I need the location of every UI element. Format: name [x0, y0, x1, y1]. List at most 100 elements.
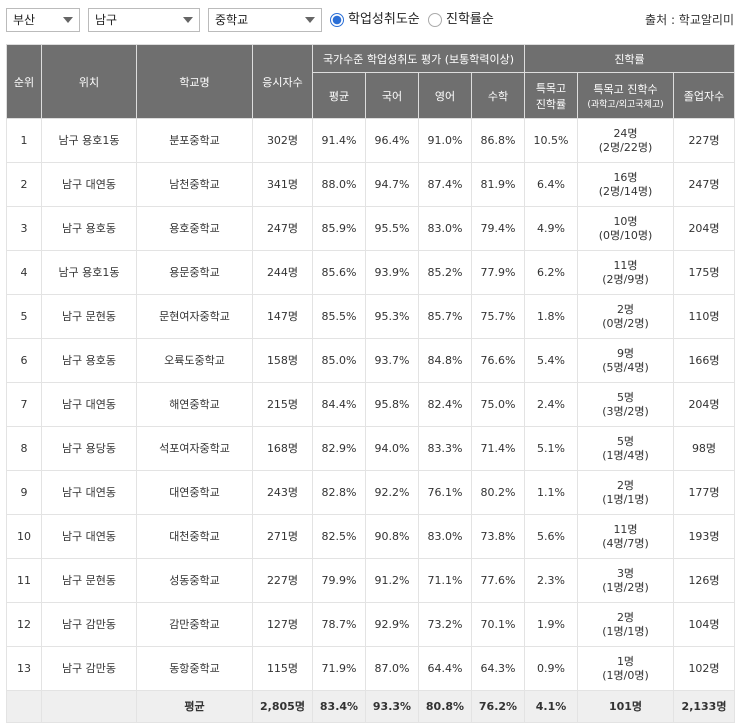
cell-math: 77.9% [471, 250, 525, 295]
region-select-value: 부산 [13, 13, 36, 27]
cell-special-rate: 0.9% [524, 646, 578, 691]
header-math: 수학 [471, 72, 525, 119]
cell-english: 64.4% [418, 646, 472, 691]
cell-korean: 90.8% [365, 514, 419, 559]
cell-graduates: 126명 [672, 558, 736, 603]
special-count-detail: (2명/9명) [602, 272, 649, 286]
cell-math: 70.1% [471, 602, 525, 647]
radio-checked-icon [330, 13, 344, 27]
cell-avg: 82.5% [312, 514, 366, 559]
cell-special-count: 16명 (2명/14명) [577, 162, 674, 207]
cell-rank: 11 [6, 558, 42, 603]
cell-graduates: 204명 [672, 382, 736, 427]
cell-english: 83.3% [418, 426, 472, 471]
avg-special-count: 101명 [577, 690, 674, 723]
header-special-rate: 특목고 진학률 [524, 72, 578, 119]
sort-achievement-label: 학업성취도순 [348, 12, 420, 27]
cell-examinees: 168명 [252, 426, 313, 471]
cell-special-rate: 2.3% [524, 558, 578, 603]
district-select[interactable]: 남구 [88, 8, 200, 32]
cell-rank: 8 [6, 426, 42, 471]
special-count-total: 24명 [613, 126, 638, 140]
special-count-detail: (5명/4명) [602, 360, 649, 374]
avg-math: 76.2% [471, 690, 525, 723]
cell-korean: 94.0% [365, 426, 419, 471]
cell-school: 석포여자중학교 [136, 426, 253, 471]
cell-avg: 85.5% [312, 294, 366, 339]
region-select[interactable]: 부산 [6, 8, 80, 32]
cell-special-count: 24명 (2명/22명) [577, 118, 674, 163]
table-row: 8 남구 용당동 석포여자중학교 168명 82.9% 94.0% 83.3% 71.4% 5.… [6, 426, 736, 471]
cell-location: 남구 문현동 [41, 558, 137, 603]
cell-school: 분포중학교 [136, 118, 253, 163]
cell-english: 83.0% [418, 514, 472, 559]
cell-special-count: 5명 (3명/2명) [577, 382, 674, 427]
header-school: 학교명 [136, 44, 253, 119]
cell-graduates: 98명 [672, 426, 736, 471]
avg-korean: 93.3% [365, 690, 419, 723]
cell-special-count: 2명 (0명/2명) [577, 294, 674, 339]
cell-graduates: 247명 [672, 162, 736, 207]
filter-bar: 부산 남구 중학교 학업성취도순 진학률순 출처 : 학교알리미 [6, 8, 734, 32]
table-row: 5 남구 문현동 문현여자중학교 147명 85.5% 95.3% 85.7% 75.7% 1.… [6, 294, 736, 339]
special-count-detail: (1명/0명) [602, 668, 649, 682]
cell-math: 86.8% [471, 118, 525, 163]
table-row: 6 남구 용호동 오륙도중학교 158명 85.0% 93.7% 84.8% 76.6% 5.4… [6, 338, 736, 383]
cell-english: 91.0% [418, 118, 472, 163]
table-row: 9 남구 대연동 대연중학교 243명 82.8% 92.2% 76.1% 80.2% 1.1%… [6, 470, 736, 515]
school-type-select[interactable]: 중학교 [208, 8, 322, 32]
cell-special-rate: 2.4% [524, 382, 578, 427]
cell-graduates: 227명 [672, 118, 736, 163]
cell-special-rate: 5.4% [524, 338, 578, 383]
cell-location: 남구 용호동 [41, 206, 137, 251]
cell-empty [41, 690, 137, 723]
cell-english: 85.7% [418, 294, 472, 339]
avg-special-rate: 4.1% [524, 690, 578, 723]
cell-math: 64.3% [471, 646, 525, 691]
sort-advance-radio[interactable]: 진학률순 [428, 10, 494, 30]
cell-special-count: 2명 (1명/1명) [577, 470, 674, 515]
cell-rank: 6 [6, 338, 42, 383]
header-location: 위치 [41, 44, 137, 119]
special-count-detail: (0명/10명) [598, 228, 653, 242]
cell-special-count: 11명 (2명/9명) [577, 250, 674, 295]
cell-korean: 93.7% [365, 338, 419, 383]
cell-korean: 92.2% [365, 470, 419, 515]
special-count-detail: (2명/22명) [598, 140, 653, 154]
cell-special-rate: 6.2% [524, 250, 578, 295]
district-select-value: 남구 [95, 13, 118, 27]
cell-rank: 13 [6, 646, 42, 691]
cell-examinees: 243명 [252, 470, 313, 515]
special-count-detail: (0명/2명) [602, 316, 649, 330]
cell-avg: 71.9% [312, 646, 366, 691]
cell-school: 동항중학교 [136, 646, 253, 691]
table-body: 1 남구 용호1동 분포중학교 302명 91.4% 96.4% 91.0% 86.8% 10.… [6, 118, 736, 723]
cell-school: 해연중학교 [136, 382, 253, 427]
special-count-total: 2명 [616, 302, 635, 316]
cell-english: 83.0% [418, 206, 472, 251]
cell-korean: 87.0% [365, 646, 419, 691]
school-type-select-value: 중학교 [215, 13, 249, 27]
special-count-detail: (2명/14명) [598, 184, 653, 198]
special-count-detail: (1명/2명) [602, 580, 649, 594]
cell-math: 76.6% [471, 338, 525, 383]
cell-rank: 10 [6, 514, 42, 559]
cell-special-count: 10명 (0명/10명) [577, 206, 674, 251]
cell-graduates: 104명 [672, 602, 736, 647]
header-rank: 순위 [6, 44, 42, 119]
cell-special-rate: 10.5% [524, 118, 578, 163]
table-row: 11 남구 문현동 성동중학교 227명 79.9% 91.2% 71.1% 77.6% 2.3… [6, 558, 736, 603]
sort-achievement-radio[interactable]: 학업성취도순 [330, 10, 420, 30]
cell-avg: 85.6% [312, 250, 366, 295]
header-special-count-sub: (과학고/외고국제고) [587, 100, 664, 110]
cell-location: 남구 용호1동 [41, 118, 137, 163]
cell-avg: 91.4% [312, 118, 366, 163]
cell-korean: 92.9% [365, 602, 419, 647]
cell-examinees: 271명 [252, 514, 313, 559]
cell-location: 남구 용호1동 [41, 250, 137, 295]
avg-avg: 83.4% [312, 690, 366, 723]
source-note: 출처 : 학교알리미 [645, 13, 734, 27]
table-row: 4 남구 용호1동 용문중학교 244명 85.6% 93.9% 85.2% 77.9% 6.2… [6, 250, 736, 295]
table-row: 10 남구 대연동 대천중학교 271명 82.5% 90.8% 83.0% 73.8% 5.6… [6, 514, 736, 559]
cell-korean: 91.2% [365, 558, 419, 603]
